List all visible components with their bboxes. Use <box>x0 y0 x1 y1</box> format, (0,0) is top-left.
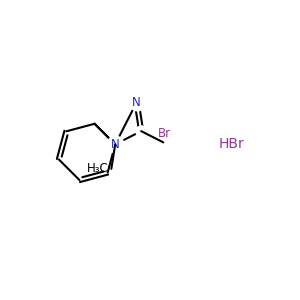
Text: N: N <box>111 138 120 151</box>
Text: HBr: HBr <box>219 137 244 151</box>
Text: H₃C: H₃C <box>87 162 109 176</box>
Text: N: N <box>132 96 141 109</box>
Text: Br: Br <box>158 127 171 140</box>
